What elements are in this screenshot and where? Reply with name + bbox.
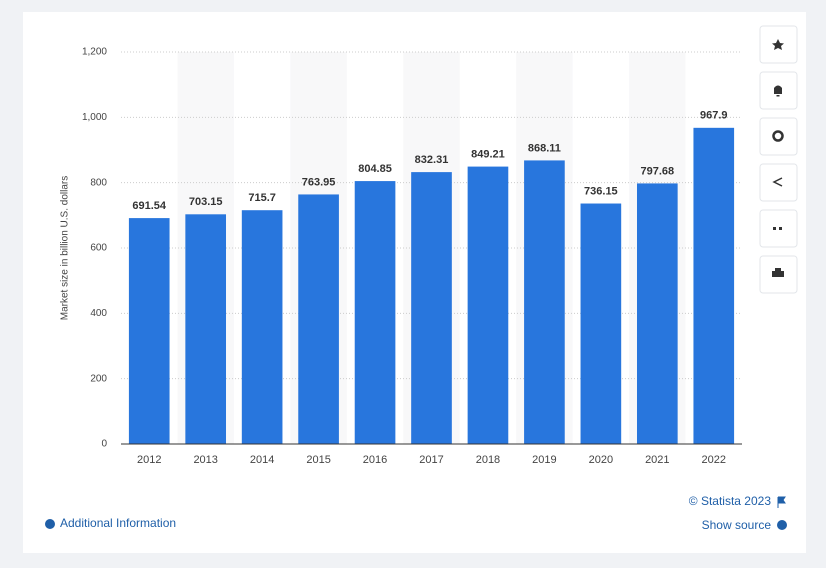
toolbar bbox=[759, 25, 798, 294]
settings-button[interactable] bbox=[759, 117, 798, 156]
bar bbox=[128, 218, 170, 444]
bar bbox=[298, 194, 339, 444]
copyright[interactable]: © Statista 2023 bbox=[689, 494, 772, 508]
value-label: 797.68 bbox=[640, 165, 674, 177]
star-icon bbox=[772, 39, 784, 50]
x-tick-label: 2019 bbox=[532, 454, 556, 466]
x-tick-label: 2017 bbox=[419, 454, 443, 466]
value-label: 868.11 bbox=[528, 142, 561, 154]
quote-icon bbox=[773, 227, 782, 230]
value-label: 832.31 bbox=[415, 154, 449, 166]
value-label: 715.7 bbox=[248, 192, 276, 204]
print-icon bbox=[772, 268, 784, 277]
x-tick-label: 2021 bbox=[645, 454, 669, 466]
bell-icon bbox=[774, 85, 782, 97]
bar bbox=[693, 127, 735, 444]
y-tick-label: 1,000 bbox=[82, 112, 107, 123]
x-tick-label: 2016 bbox=[363, 454, 387, 466]
bar bbox=[411, 172, 452, 444]
bar bbox=[185, 214, 227, 444]
value-label: 804.85 bbox=[358, 163, 392, 175]
flag-icon bbox=[777, 496, 786, 508]
value-label: 849.21 bbox=[471, 148, 505, 160]
value-label: 703.15 bbox=[189, 196, 223, 208]
bar bbox=[241, 210, 283, 444]
additional-information[interactable]: Additional Information bbox=[60, 516, 176, 530]
y-tick-label: 200 bbox=[90, 373, 107, 384]
y-tick-label: 0 bbox=[101, 439, 107, 450]
value-label: 691.54 bbox=[132, 200, 167, 212]
show-source[interactable]: Show source bbox=[702, 518, 772, 532]
x-tick-label: 2015 bbox=[306, 454, 330, 466]
gear-icon bbox=[772, 130, 784, 142]
y-tick-label: 1,200 bbox=[82, 47, 107, 58]
x-tick-label: 2014 bbox=[250, 454, 274, 466]
y-axis-label: Market size in billion U.S. dollars bbox=[60, 176, 71, 321]
x-tick-label: 2018 bbox=[476, 454, 500, 466]
bar bbox=[467, 166, 509, 444]
value-label: 967.9 bbox=[700, 110, 728, 122]
share-button[interactable] bbox=[759, 163, 798, 202]
y-tick-label: 600 bbox=[90, 243, 107, 254]
x-tick-label: 2012 bbox=[137, 454, 161, 466]
value-label: 763.95 bbox=[302, 176, 336, 188]
bar bbox=[524, 160, 565, 444]
info-icon bbox=[45, 519, 55, 529]
share-icon bbox=[772, 177, 783, 187]
bar bbox=[354, 181, 396, 444]
x-tick-label: 2020 bbox=[589, 454, 613, 466]
bar bbox=[636, 183, 678, 444]
y-tick-label: 400 bbox=[90, 308, 107, 319]
cite-button[interactable] bbox=[759, 209, 798, 248]
info-icon bbox=[777, 520, 787, 530]
x-tick-label: 2022 bbox=[702, 454, 726, 466]
y-tick-label: 800 bbox=[90, 177, 107, 188]
x-tick-label: 2013 bbox=[193, 454, 217, 466]
bar bbox=[580, 203, 622, 444]
value-label: 736.15 bbox=[584, 185, 618, 197]
